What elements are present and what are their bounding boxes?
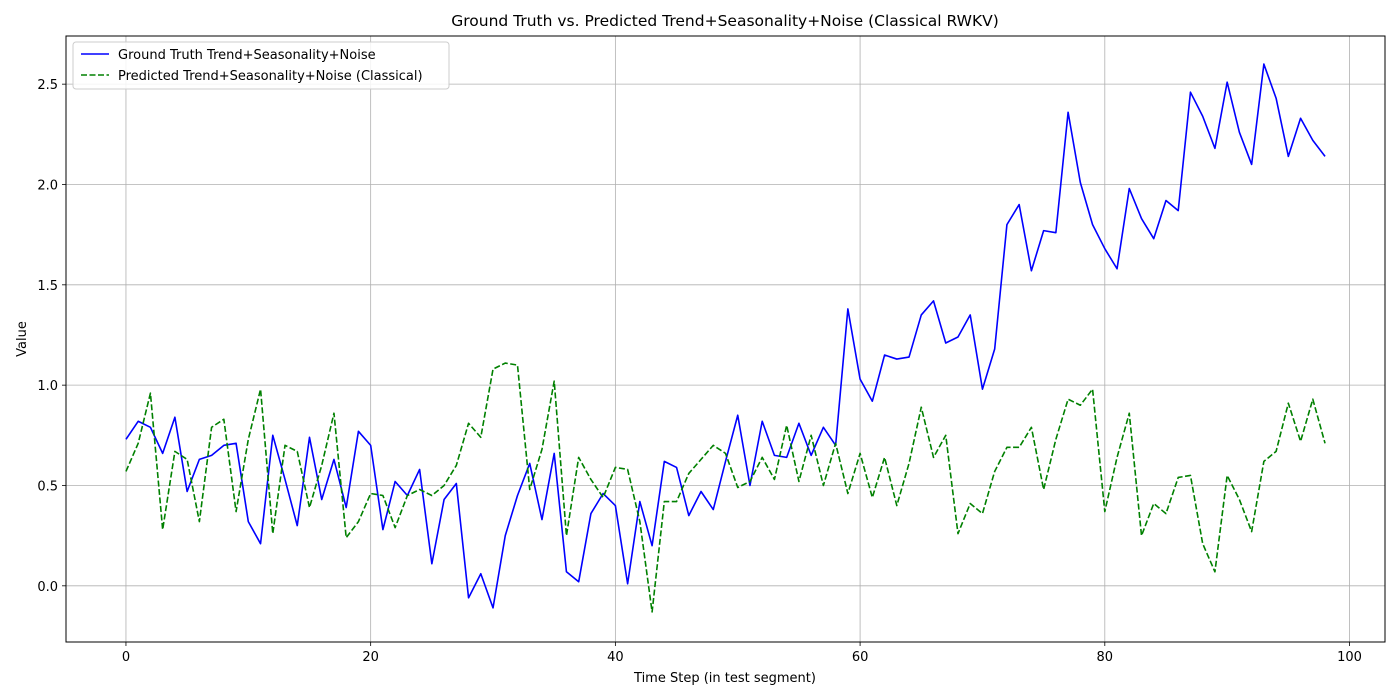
legend: Ground Truth Trend+Seasonality+Noise Pre… (72, 41, 450, 90)
chart-title: Ground Truth vs. Predicted Trend+Seasona… (451, 12, 999, 30)
x-tick-label: 20 (362, 650, 379, 665)
x-tick-label: 100 (1337, 650, 1362, 665)
y-tick-label: 0.0 (37, 580, 58, 595)
legend-box (72, 41, 450, 90)
y-tick-label: 1.0 (37, 379, 58, 394)
legend-label-predicted: Predicted Trend+Seasonality+Noise (Class… (118, 69, 423, 84)
series-ground-truth-line (125, 63, 1326, 609)
x-tick-label: 40 (607, 650, 624, 665)
y-tick-label: 0.5 (37, 479, 58, 494)
series-layer (125, 63, 1326, 613)
y-tick-label: 2.5 (37, 78, 58, 93)
x-tick-label: 60 (852, 650, 869, 665)
x-axis-label: Time Step (in test segment) (633, 671, 816, 686)
x-tick-label: 0 (122, 650, 130, 665)
plot-frame (65, 35, 1386, 643)
y-tick-label: 1.5 (37, 279, 58, 294)
x-tick-label: 80 (1097, 650, 1114, 665)
legend-label-ground-truth: Ground Truth Trend+Seasonality+Noise (118, 48, 376, 63)
series-predicted-line (125, 362, 1326, 613)
axis-ticks: 0 20 40 60 80 100 0.0 0.5 1.0 1.5 2.0 2.5 (37, 78, 1362, 665)
y-axis-label: Value (15, 321, 30, 357)
y-tick-label: 2.0 (37, 178, 58, 193)
